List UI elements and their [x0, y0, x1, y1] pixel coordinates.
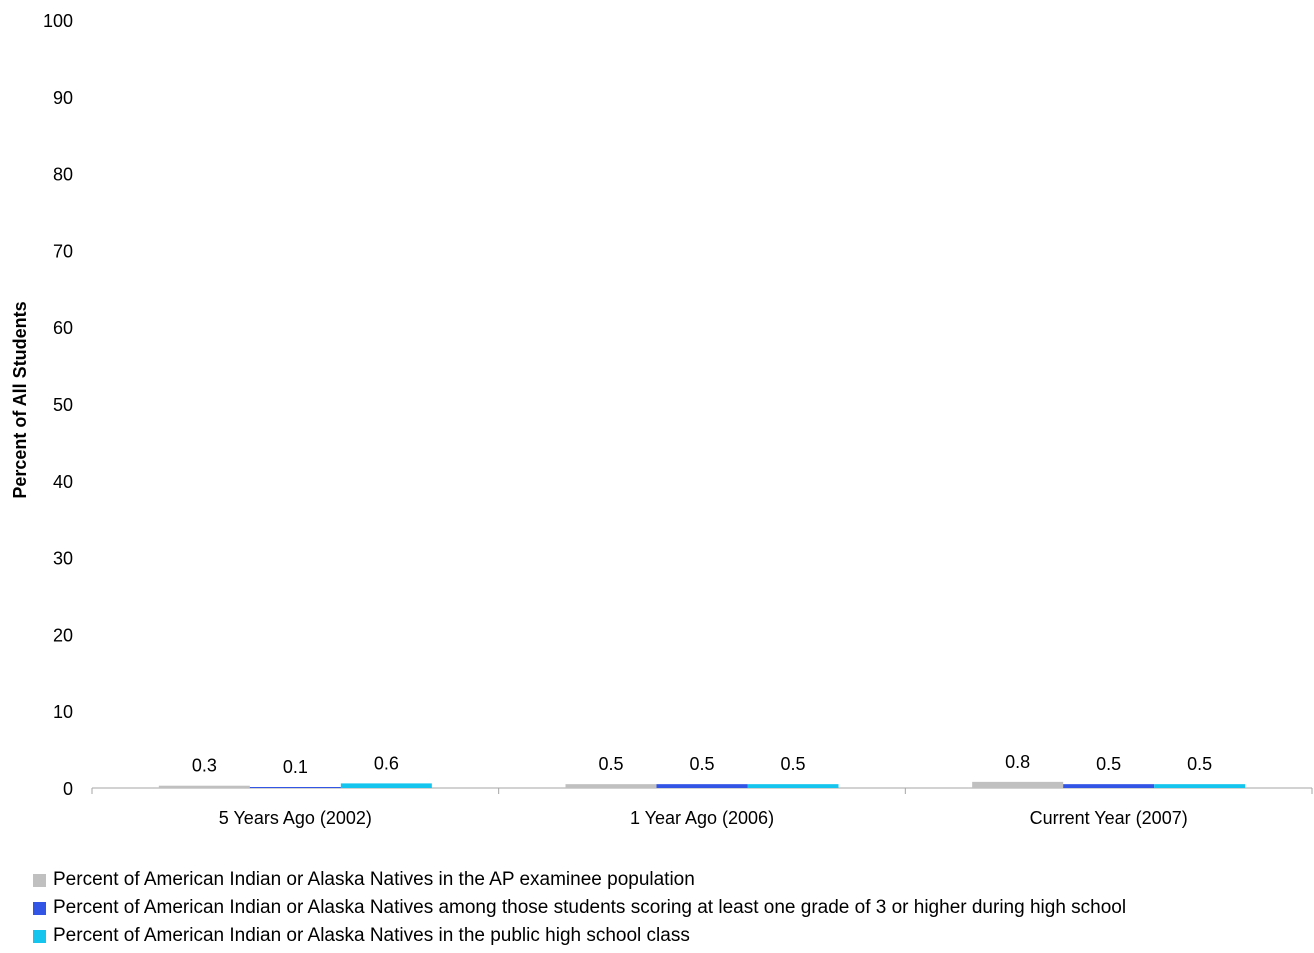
bar-chart: Percent of All Students 0 10 20 30 40 50 60 70 8…: [10, 11, 1313, 828]
y-tick-label: 80: [53, 165, 73, 185]
y-axis-title: Percent of All Students: [10, 301, 30, 498]
bars: [158, 781, 1246, 788]
legend: Percent of American Indian or Alaska Nat…: [33, 866, 1313, 950]
bar: [249, 787, 341, 788]
bar: [340, 783, 432, 788]
bar: [1063, 784, 1155, 788]
y-axis-ticks: 0 10 20 30 40 50 60 70 80 90 100: [43, 11, 73, 799]
x-category-label: Current Year (2007): [1030, 808, 1188, 828]
bar-value-label: 0.6: [374, 753, 399, 773]
y-tick-label: 10: [53, 702, 73, 722]
y-tick-label: 20: [53, 625, 73, 645]
legend-item-ap-examinee: Percent of American Indian or Alaska Nat…: [33, 866, 1313, 894]
bar-value-label: 0.5: [1187, 754, 1212, 774]
bar-value-label: 0.1: [283, 757, 308, 777]
y-tick-label: 60: [53, 318, 73, 338]
bar-value-label: 0.5: [689, 754, 714, 774]
legend-swatch-scoring-3-or-higher: [33, 901, 46, 915]
bar: [656, 784, 748, 788]
bar: [972, 781, 1064, 788]
legend-swatch-public-high-school: [33, 929, 46, 943]
y-tick-label: 40: [53, 472, 73, 492]
y-tick-label: 100: [43, 11, 73, 31]
legend-label-scoring-3-or-higher: Percent of American Indian or Alaska Nat…: [53, 897, 1127, 918]
legend-label-ap-examinee: Percent of American Indian or Alaska Nat…: [53, 869, 695, 890]
y-tick-label: 50: [53, 395, 73, 415]
legend-label-public-high-school: Percent of American Indian or Alaska Nat…: [53, 925, 690, 946]
bar-value-label: 0.3: [192, 756, 217, 776]
bar: [1154, 784, 1246, 788]
x-axis-labels: 5 Years Ago (2002) 1 Year Ago (2006) Curre…: [219, 808, 1188, 828]
legend-item-public-high-school: Percent of American Indian or Alaska Nat…: [33, 922, 1313, 950]
y-tick-label: 30: [53, 549, 73, 569]
x-axis-ticks: [91, 788, 1313, 794]
bar: [565, 784, 657, 788]
legend-swatch-ap-examinee: [33, 873, 46, 887]
legend-item-scoring-3-or-higher: Percent of American Indian or Alaska Nat…: [33, 894, 1313, 922]
y-tick-label: 70: [53, 241, 73, 261]
y-tick-label: 90: [53, 88, 73, 108]
x-category-label: 5 Years Ago (2002): [219, 808, 372, 828]
bar: [747, 784, 839, 788]
y-tick-label: 0: [63, 779, 73, 799]
x-category-label: 1 Year Ago (2006): [630, 808, 774, 828]
bar-value-label: 0.5: [1096, 754, 1121, 774]
bar: [158, 785, 250, 788]
bar-value-label: 0.5: [598, 754, 623, 774]
bar-value-label: 0.8: [1005, 752, 1030, 772]
value-labels: 0.3 0.1 0.6 0.5 0.5 0.5 0.8 0.5 0.5: [192, 752, 1212, 777]
bar-value-label: 0.5: [780, 754, 805, 774]
